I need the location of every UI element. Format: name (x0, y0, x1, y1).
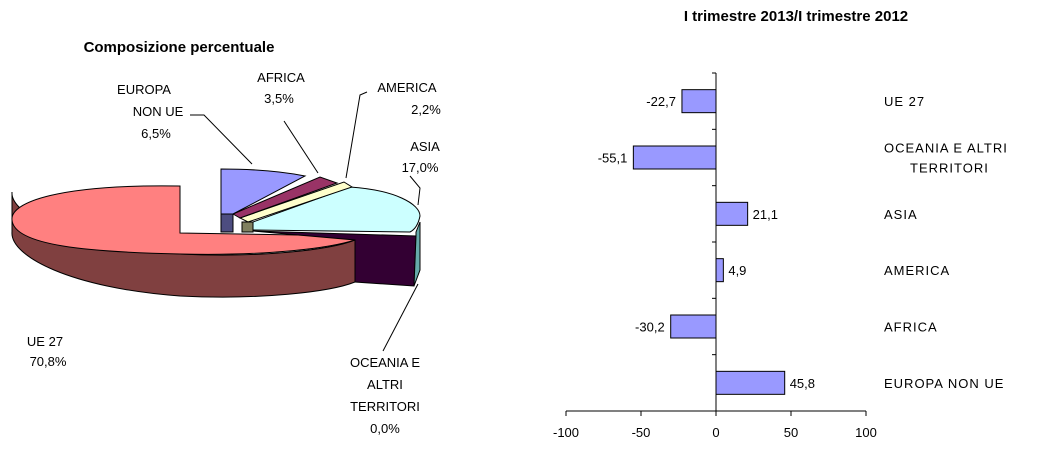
pie-label-asia: ASIA 17,0% (402, 139, 441, 175)
pie-slice-europa-non-ue-side (220, 213, 234, 233)
leader-line-oceania (382, 283, 419, 352)
pie-label-ue27: UE 27 70,8% (27, 334, 67, 369)
pie-slice-ue27 (11, 185, 356, 255)
pie-label-america-name: AMERICA (377, 80, 437, 95)
pie-label-ue27-value: 70,8% (30, 354, 67, 369)
x-tick-label: 0 (712, 425, 719, 440)
bar-chart-ticks: -100 -50 0 50 100 (553, 72, 877, 440)
bar-chart-title: I trimestre 2013/I trimestre 2012 (684, 8, 908, 25)
pie-label-america: AMERICA 2,2% (377, 80, 441, 117)
pie-label-europa-non-ue-name-2: NON UE (133, 104, 184, 119)
bar (715, 370, 786, 395)
leader-line-africa (283, 120, 319, 174)
pie-label-oceania: OCEANIA E ALTRI TERRITORI 0,0% (350, 355, 420, 436)
bar (632, 145, 717, 170)
bar-value-label: 45,8 (790, 376, 815, 391)
bar-category-label: UE 27 (884, 94, 925, 109)
bar (715, 201, 749, 226)
pie-label-oceania-name-1: OCEANIA E (350, 355, 420, 370)
bar-category-label: EUROPA NON UE (884, 376, 1004, 391)
pie-slice-asia-side (413, 221, 421, 287)
bar-chart-bars (632, 89, 786, 395)
pie-label-europa-non-ue-value: 6,5% (141, 126, 171, 141)
pie-label-europa-non-ue-name-1: EUROPA (117, 82, 171, 97)
pie-label-oceania-name-2: ALTRI (367, 377, 403, 392)
x-tick-label: -50 (632, 425, 651, 440)
pie-label-oceania-name-3: TERRITORI (350, 399, 420, 414)
bar (681, 89, 717, 114)
bar-value-label: 21,1 (753, 207, 778, 222)
bar-category-label: TERRITORI (910, 161, 989, 176)
pie-slice-asia-edge (241, 221, 254, 233)
leader-line-asia (409, 175, 421, 206)
bar (715, 258, 724, 283)
bar-category-label: ASIA (884, 207, 918, 222)
pie-label-europa-non-ue: EUROPA NON UE 6,5% (117, 82, 184, 141)
bar-chart-category-labels: UE 27 OCEANIA E ALTRI TERRITORI ASIA AMERICA… (884, 94, 1008, 391)
bar-category-label: OCEANIA E ALTRI (884, 141, 1008, 156)
pie-label-america-value: 2,2% (411, 102, 441, 117)
bar-value-label: -22,7 (646, 94, 676, 109)
leader-line-europa-non-ue (190, 114, 253, 165)
pie-slice-africa (231, 176, 339, 219)
bar-value-label: -55,1 (598, 151, 628, 166)
bar-value-label: -30,2 (635, 320, 665, 335)
pie-slice-asia (252, 186, 421, 233)
pie-label-asia-name: ASIA (410, 139, 440, 154)
bar-value-label: 4,9 (728, 263, 746, 278)
x-tick-label: 50 (784, 425, 798, 440)
x-tick-label: -100 (553, 425, 579, 440)
pie-slice-oceania-side (252, 230, 417, 287)
pie-label-africa-value: 3,5% (264, 91, 294, 106)
pie-slice-america (238, 181, 354, 223)
bar-chart-value-labels: -22,7 -55,1 21,1 4,9 -30,2 45,8 (598, 94, 815, 391)
bar-chart: I trimestre 2013/I trimestre 2012 -100 -5… (553, 8, 1008, 440)
bar (670, 314, 717, 339)
pie-label-africa: AFRICA 3,5% (257, 70, 305, 106)
pie-leader-lines (190, 91, 421, 352)
pie-label-asia-value: 17,0% (402, 160, 439, 175)
bar-category-label: AMERICA (884, 263, 950, 278)
bar-category-label: AFRICA (884, 320, 938, 335)
leader-line-america (345, 91, 368, 179)
pie-chart-title: Composizione percentuale (84, 39, 275, 56)
pie-slice-europa-non-ue (220, 168, 307, 215)
pie-label-ue27-name: UE 27 (27, 334, 63, 349)
pie-chart: Composizione percentuale EUROPA N (11, 39, 441, 436)
pie-label-oceania-value: 0,0% (370, 421, 400, 436)
x-tick-label: 100 (855, 425, 877, 440)
pie-label-africa-name: AFRICA (257, 70, 305, 85)
